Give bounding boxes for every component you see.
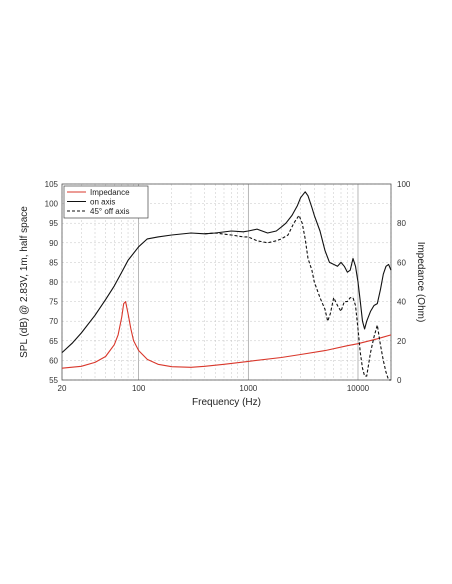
y-left-tick-label: 80 [49, 278, 58, 287]
y-left-tick-label: 60 [49, 356, 58, 365]
x-tick-label: 1000 [239, 384, 257, 393]
y-right-tick-label: 20 [397, 337, 406, 346]
legend-label-off-axis: 45° off axis [90, 207, 130, 216]
y-right-tick-label: 100 [397, 180, 411, 189]
y-left-tick-label: 75 [49, 298, 58, 307]
y-right-tick-label: 40 [397, 298, 406, 307]
legend-label-impedance: Impedance [90, 188, 130, 197]
x-tick-label: 100 [132, 384, 146, 393]
x-tick-label: 20 [58, 384, 67, 393]
y-left-tick-label: 100 [45, 200, 59, 209]
tick-labels: 55 60 65 70 75 80 85 90 95 100 105 0 20 40 60 80 100 20 10… [45, 180, 411, 393]
y-right-tick-label: 80 [397, 219, 406, 228]
x-axis-label: Frequency (Hz) [192, 397, 261, 408]
plot-frame [61, 183, 392, 381]
y-right-tick-label: 0 [397, 376, 402, 385]
series-on-axis [61, 191, 392, 354]
y-left-tick-label: 95 [49, 219, 58, 228]
y-right-tick-label: 60 [397, 258, 406, 267]
series-impedance [61, 301, 392, 369]
y-left-tick-label: 85 [49, 258, 58, 267]
grid [61, 183, 392, 381]
legend-label-on-axis: on axis [90, 198, 115, 207]
series-layer [61, 191, 392, 381]
y-left-tick-label: 105 [45, 180, 59, 189]
y-left-tick-label: 70 [49, 317, 58, 326]
y-axis-left-label: SPL (dB) @ 2.83V, 1m, half space [19, 206, 30, 358]
legend-box [63, 185, 149, 219]
legend: Impedance on axis 45° off axis [63, 185, 149, 219]
y-left-tick-label: 65 [49, 337, 58, 346]
y-left-tick-label: 55 [49, 376, 58, 385]
x-tick-label: 10000 [347, 384, 370, 393]
y-axis-right-label: Impedance (Ohm) [415, 242, 426, 323]
y-left-tick-label: 90 [49, 239, 58, 248]
series-off-axis [204, 214, 391, 381]
